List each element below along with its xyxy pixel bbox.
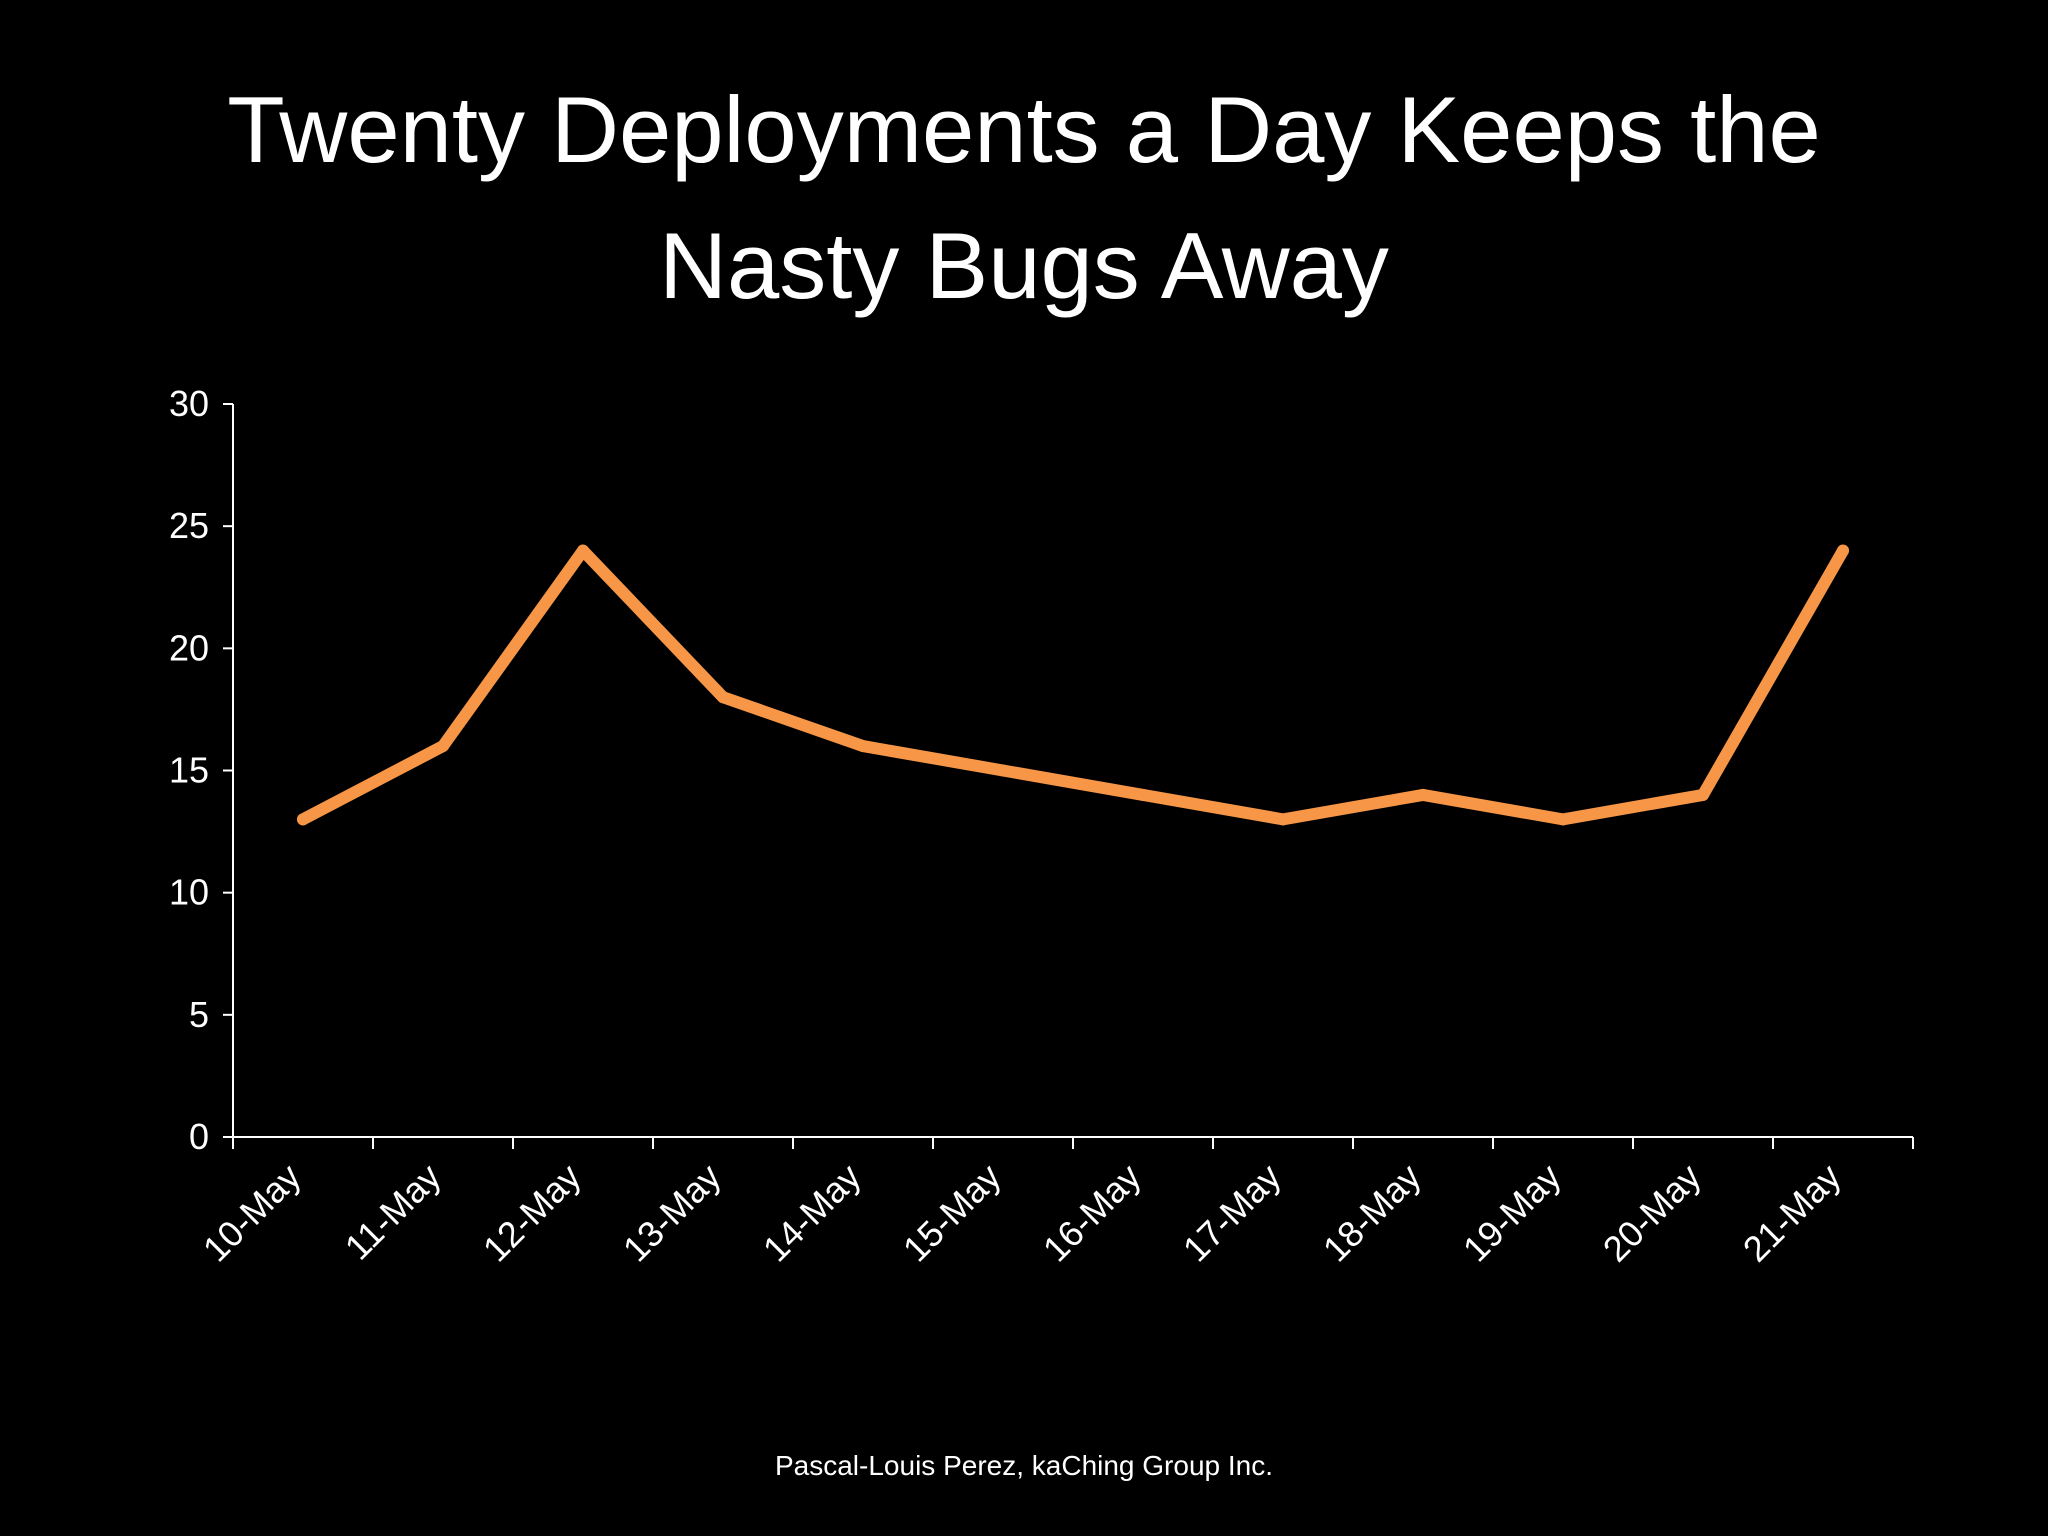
y-tick-label: 30: [169, 383, 209, 424]
y-tick-label: 0: [189, 1116, 209, 1157]
x-tick-label: 11-May: [337, 1156, 449, 1268]
data-point: [437, 740, 449, 753]
data-point: [577, 544, 589, 557]
y-tick-label: 20: [169, 627, 209, 668]
y-tick-label: 15: [169, 750, 209, 791]
data-point: [997, 764, 1009, 777]
slide-title-line-1: Twenty Deployments a Day Keeps the: [227, 77, 1821, 182]
x-tick-label: 17-May: [1175, 1156, 1289, 1270]
x-tick-label: 18-May: [1315, 1156, 1429, 1270]
x-tick-label: 14-May: [755, 1156, 869, 1270]
data-point: [1697, 788, 1709, 801]
x-tick-label: 16-May: [1035, 1156, 1149, 1270]
y-tick-label: 5: [189, 994, 209, 1035]
y-tick-label: 25: [169, 505, 209, 546]
data-point: [1137, 788, 1149, 801]
data-point: [1417, 788, 1429, 801]
data-point: [857, 740, 869, 753]
slide-title-line-2: Nasty Bugs Away: [659, 213, 1389, 318]
data-point: [297, 813, 309, 826]
x-tick-label: 20-May: [1595, 1156, 1709, 1270]
slide-title: Twenty Deployments a Day Keeps the Nasty…: [0, 62, 2048, 334]
y-tick-label: 10: [169, 872, 209, 913]
x-tick-label: 13-May: [615, 1156, 729, 1270]
data-point: [1277, 813, 1289, 826]
data-point: [717, 691, 729, 704]
footer-credit: Pascal-Louis Perez, kaChing Group Inc.: [774, 1450, 1274, 1481]
x-tick-label: 12-May: [475, 1156, 589, 1270]
series-line: [297, 544, 1849, 826]
x-tick-label: 19-May: [1455, 1156, 1569, 1270]
x-tick-label: 21-May: [1735, 1156, 1849, 1270]
x-tick-label: 10-May: [195, 1156, 309, 1270]
data-point: [1837, 544, 1849, 557]
x-tick-label: 15-May: [895, 1156, 1009, 1270]
data-point: [1557, 813, 1569, 826]
